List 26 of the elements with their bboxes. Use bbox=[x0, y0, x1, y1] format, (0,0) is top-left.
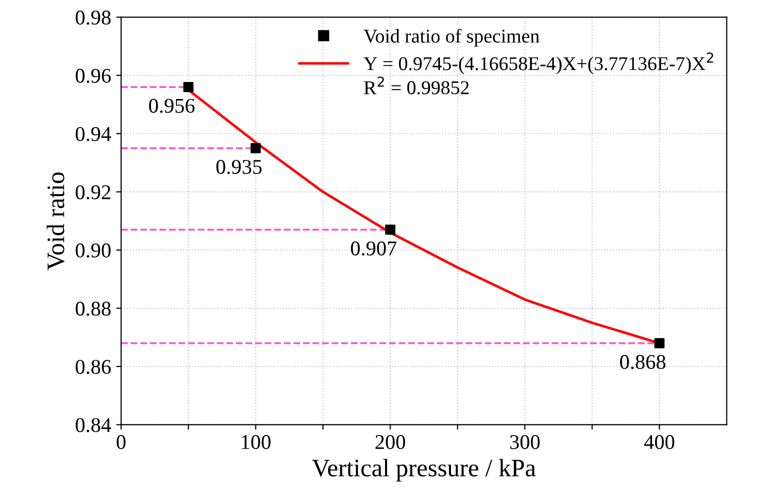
x-tick-label: 0 bbox=[116, 435, 126, 450]
y-tick-label: 0.92 bbox=[76, 185, 110, 200]
annotation: R$^{2}$ = 0.99852 bbox=[364, 76, 469, 94]
y-tick-label: 0.98 bbox=[76, 10, 111, 25]
y-axis-title: Void ratio bbox=[46, 172, 64, 270]
legend-label: Void ratio of specimen bbox=[364, 28, 540, 47]
y-tick-label: 0.84 bbox=[76, 418, 112, 432]
data-label: 0.956 bbox=[149, 98, 195, 113]
y-tick-label: 0.90 bbox=[76, 243, 111, 258]
x-tick-label: 200 bbox=[376, 435, 406, 450]
y-tick-label: 0.94 bbox=[76, 126, 112, 142]
y-tick-label: 0.96 bbox=[76, 68, 111, 83]
y-tick-label: 0.88 bbox=[76, 302, 111, 316]
legend-label: Y = 0.9745-(4.16658E-4)X+(3.77136E-7)X$^{2}$ bbox=[364, 52, 714, 74]
point bbox=[250, 143, 261, 154]
data-label: 0.907 bbox=[350, 241, 396, 256]
x-tick-label: 100 bbox=[242, 435, 271, 450]
x-axis-title: Vertical pressure / kPa bbox=[312, 458, 536, 482]
point bbox=[654, 338, 665, 348]
data-label: 0.868 bbox=[620, 354, 666, 370]
point bbox=[183, 82, 194, 92]
data-label: 0.935 bbox=[216, 160, 262, 174]
x-tick-label: 400 bbox=[644, 435, 674, 450]
x-tick-label: 300 bbox=[510, 435, 540, 450]
point bbox=[385, 224, 396, 235]
y-tick-label: 0.86 bbox=[76, 360, 111, 374]
